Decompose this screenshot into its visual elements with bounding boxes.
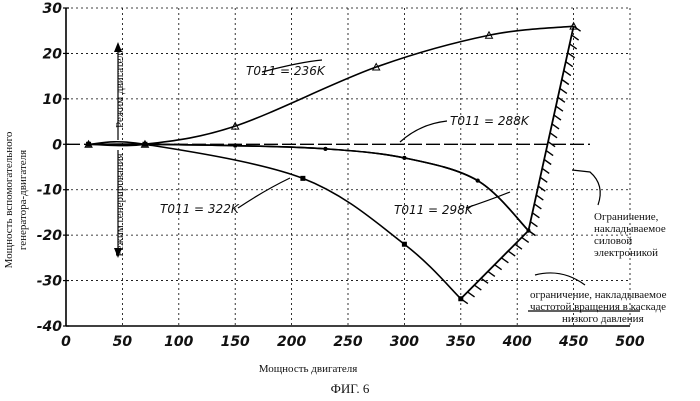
- figure-caption: ФИГ. 6: [331, 381, 370, 396]
- series-3-point-2: [300, 176, 305, 181]
- x-tick-label-500: 500: [615, 334, 644, 350]
- limit-1-hatch-4: [488, 271, 495, 276]
- y-tick-label--40: -40: [37, 319, 63, 335]
- limit-0-hatch-19: [566, 62, 573, 67]
- series-line-3: [89, 142, 461, 299]
- mode-label-motor: Режим двигателя: [114, 48, 126, 128]
- y-tick-label--20: -20: [37, 228, 63, 244]
- limit-power-electronics-line-4: электроникой: [594, 247, 658, 259]
- limit-lp-speed-line-3: низкого давления: [562, 313, 644, 325]
- curve-label-322: T011 = 322K: [160, 202, 240, 216]
- limit-lp-speed-line-1: ограничение, накладываемое: [530, 289, 667, 301]
- limit-power-electronics-line-1: Ограничение,: [594, 211, 659, 223]
- limit-1-hatch-8: [515, 244, 522, 249]
- x-tick-label-100: 100: [164, 334, 193, 350]
- limit-0-hatch-5: [538, 186, 545, 191]
- series-2-point-5: [476, 179, 480, 183]
- series-2-point-4: [402, 156, 406, 160]
- limit-0-hatch-15: [558, 97, 565, 102]
- x-tick-label-300: 300: [390, 334, 419, 350]
- limit-0-hatch-11: [550, 133, 557, 138]
- mode-label-generator: Режим генерирования: [114, 153, 126, 256]
- series-3-point-3: [402, 242, 407, 247]
- limit-1-hatch-9: [522, 237, 529, 242]
- limit-line-1: [461, 231, 529, 299]
- y-tick-label--10: -10: [37, 183, 63, 199]
- mode-arrow-motor-head: [114, 42, 122, 52]
- limit-0-hatch-9: [546, 151, 553, 156]
- limit-0-hatch-17: [562, 80, 569, 85]
- limit-0-hatch-6: [540, 177, 547, 182]
- leader-298: [466, 192, 510, 208]
- series-line-2: [89, 144, 529, 230]
- leader-322: [238, 178, 290, 208]
- grid: [66, 8, 630, 326]
- y-tick-label--30: -30: [37, 274, 63, 290]
- limit-0-hatch-18: [564, 71, 571, 76]
- leader-288: [400, 121, 447, 142]
- y-tick-label-30: 30: [43, 1, 63, 17]
- curve-label-288: T011 = 288K: [450, 114, 530, 128]
- leader-power-electronics: [572, 170, 600, 205]
- y-tick-label-20: 20: [43, 46, 63, 62]
- series-3-point-1: [142, 142, 147, 147]
- curve-label-298: T011 = 298K: [394, 203, 474, 217]
- x-tick-label-250: 250: [333, 334, 362, 350]
- limit-0-hatch-14: [556, 106, 563, 111]
- series-2-point-3: [323, 147, 327, 151]
- limit-1-hatch-6: [501, 258, 508, 263]
- x-tick-label-400: 400: [502, 334, 532, 350]
- limit-0-hatch-7: [542, 168, 549, 173]
- x-tick-label-350: 350: [446, 334, 475, 350]
- limit-line-0: [528, 26, 573, 230]
- limit-power-electronics-line-3: силовой: [594, 235, 632, 247]
- y-tick-label-0: 0: [52, 137, 62, 153]
- x-tick-label-200: 200: [277, 334, 306, 350]
- leader-lp-speed: [535, 273, 585, 285]
- x-tick-label-150: 150: [221, 334, 250, 350]
- series-line-1: [89, 144, 529, 230]
- limit-1-hatch-7: [508, 251, 515, 256]
- series-2-point-2: [233, 144, 237, 148]
- x-tick-label-450: 450: [558, 334, 588, 350]
- limit-1-hatch-2: [474, 285, 481, 290]
- x-tick-label-0: 0: [61, 334, 71, 350]
- limit-0-hatch-4: [536, 195, 543, 200]
- limit-0-hatch-13: [554, 115, 561, 120]
- x-axis-title: Мощность двигателя: [259, 363, 358, 375]
- y-axis-title-line-1: Мощность вспомогательного: [3, 131, 15, 268]
- limit-0-hatch-12: [552, 124, 559, 129]
- limit-1-hatch-5: [495, 265, 502, 270]
- limit-1-hatch-1: [468, 292, 475, 297]
- limit-0-hatch-3: [534, 204, 541, 209]
- limit-0-hatch-22: [572, 35, 579, 40]
- limit-0-hatch-21: [570, 44, 577, 49]
- y-axis-title-line-2: генератора-двигателя: [17, 150, 29, 250]
- limit-0-hatch-1: [530, 222, 537, 227]
- series-3-point-0: [86, 142, 91, 147]
- y-tick-label-10: 10: [43, 92, 63, 108]
- limit-0-hatch-16: [560, 88, 567, 93]
- limit-0-hatch-8: [544, 159, 551, 164]
- limit-0-hatch-2: [532, 213, 539, 218]
- limit-power-electronics-line-2: накладываемое: [594, 223, 666, 235]
- x-tick-label-50: 50: [113, 334, 133, 350]
- limits: [461, 26, 581, 304]
